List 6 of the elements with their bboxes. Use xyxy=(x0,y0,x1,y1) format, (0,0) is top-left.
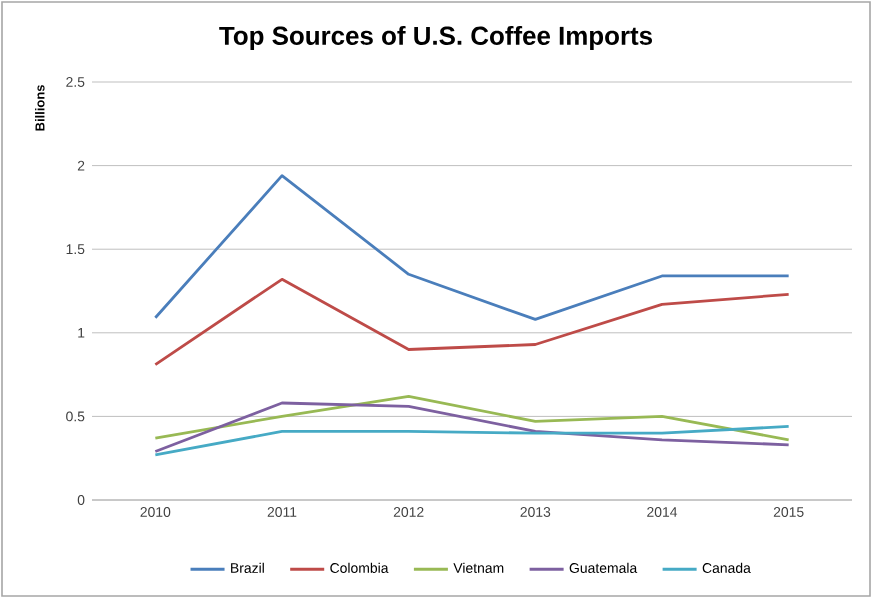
line-series xyxy=(153,174,791,321)
chart-title: Top Sources of U.S. Coffee Imports xyxy=(219,25,652,51)
line-series xyxy=(153,425,791,457)
line-series xyxy=(153,401,791,453)
line-series xyxy=(153,277,791,366)
line-series xyxy=(153,394,791,442)
